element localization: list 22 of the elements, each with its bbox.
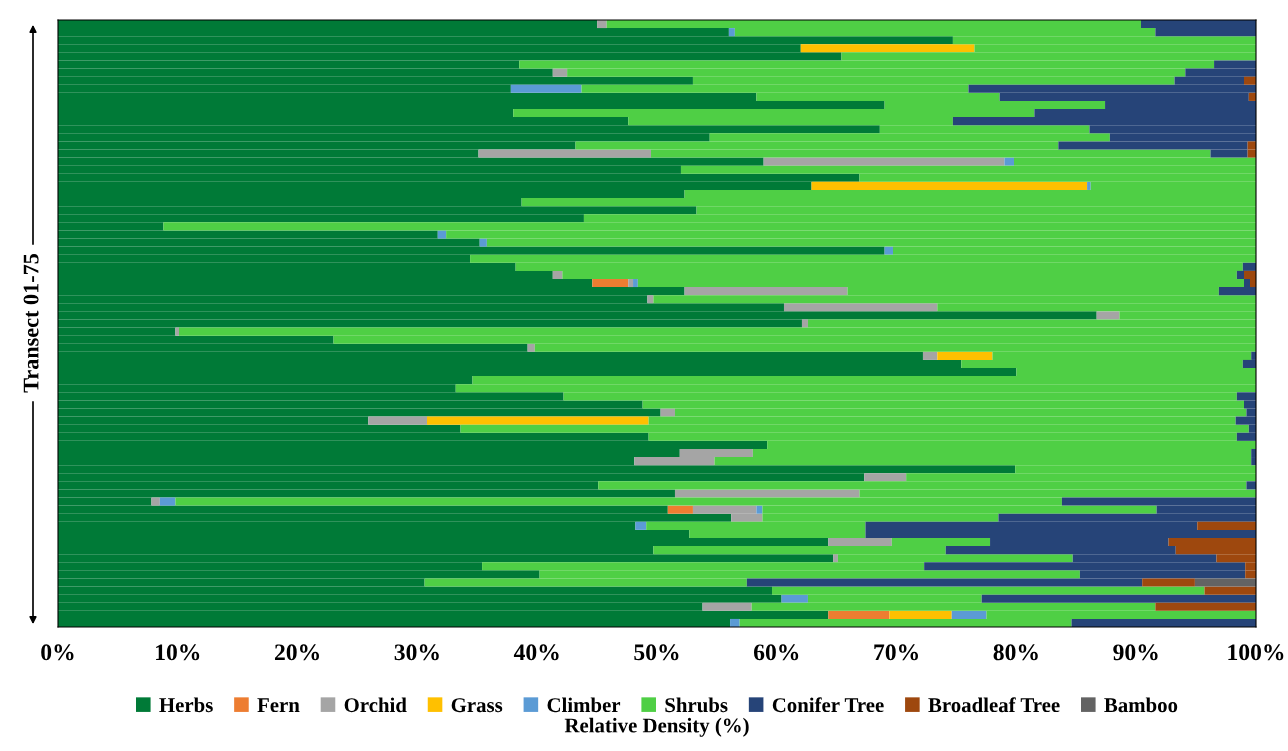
- x-tick-label: 40%: [513, 644, 559, 661]
- legend-label: Grass: [451, 698, 503, 713]
- x-tick-label: 80%: [993, 644, 1038, 661]
- x-tick-label: 10%: [156, 644, 200, 661]
- legend-label: Conifer Tree: [772, 697, 884, 713]
- legend-label: Shrubs: [665, 697, 728, 713]
- y-axis-title: Transect 01-75: [23, 253, 39, 393]
- x-tick-label: 70%: [874, 644, 918, 661]
- x-tick-label: 50%: [634, 644, 679, 661]
- x-tick-label: 20%: [274, 644, 319, 661]
- x-tick-label: 100%: [1228, 644, 1284, 661]
- x-tick-label: 0%: [41, 644, 74, 661]
- legend-label: Herbs: [159, 697, 213, 713]
- legend-label: Bamboo: [1104, 697, 1178, 713]
- x-tick-label: 60%: [754, 644, 799, 661]
- legend-label: Climber: [547, 697, 621, 713]
- x-tick-label: 90%: [1113, 644, 1158, 661]
- legend-label: Fern: [257, 698, 300, 713]
- x-tick-label: 30%: [394, 644, 439, 661]
- legend-label: Orchid: [344, 697, 407, 713]
- x-axis-title: Relative Density (%): [564, 717, 749, 737]
- legend-label: Broadleaf Tree: [928, 697, 1060, 713]
